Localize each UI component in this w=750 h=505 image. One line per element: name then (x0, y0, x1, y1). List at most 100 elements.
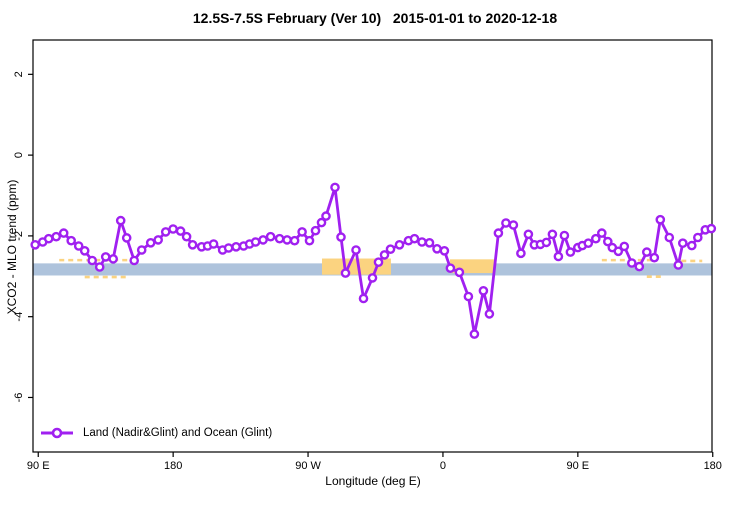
x-tick-label: 180 (164, 460, 182, 472)
data-point-marker (547, 229, 558, 240)
data-point-marker (79, 245, 90, 256)
data-point-marker (373, 257, 384, 268)
legend-series-icon (41, 427, 73, 439)
data-point-marker (394, 239, 405, 250)
data-point-marker (168, 224, 178, 234)
data-point-marker (316, 217, 327, 228)
data-point-marker (223, 243, 234, 253)
data-point-marker (73, 241, 84, 251)
data-point-marker (417, 237, 427, 247)
data-point-marker (424, 237, 435, 248)
data-point-marker (603, 236, 613, 247)
data-point-marker (583, 238, 594, 248)
data-point-marker (231, 241, 241, 252)
data-point-marker (634, 261, 645, 272)
data-point-marker (100, 252, 111, 262)
data-point-marker (208, 239, 219, 249)
data-point-marker (565, 247, 576, 257)
data-point-marker (160, 227, 171, 237)
data-point-marker (181, 231, 192, 242)
data-point-marker (321, 211, 331, 221)
data-point-marker (379, 250, 390, 260)
data-point-marker (516, 248, 526, 259)
data-point-marker (121, 233, 132, 243)
data-point-marker (351, 245, 361, 255)
data-point-marker (282, 235, 292, 245)
data-point-marker (297, 227, 307, 237)
data-point-marker (58, 228, 69, 238)
x-tick-label: 90 E (27, 460, 50, 472)
chart-title: 12.5S-7.5S February (Ver 10) 2015-01-01 … (192, 10, 558, 26)
data-point-marker (136, 245, 147, 255)
data-point-marker (664, 232, 675, 243)
x-tick-label: 180 (704, 460, 722, 472)
x-tick-label: 90 E (567, 460, 590, 472)
data-point-marker (484, 309, 495, 319)
data-point-marker (559, 230, 570, 241)
data-point-marker (409, 233, 420, 244)
data-point-marker (469, 329, 480, 339)
data-point-marker (108, 254, 118, 264)
data-point-marker (523, 229, 534, 240)
data-point-marker (51, 231, 62, 242)
data-point-marker (330, 182, 340, 193)
data-point-marker (627, 258, 637, 268)
legend-label: Land (Nadir&Glint) and Ocean (Glint) (83, 427, 273, 439)
x-tick-label: 90 W (295, 460, 321, 472)
data-point-marker (508, 220, 519, 230)
y-tick-label: 2 (13, 71, 25, 77)
data-point-marker (66, 235, 76, 246)
data-point-marker (187, 239, 198, 250)
data-point-marker (553, 251, 564, 262)
data-point-marker (145, 237, 156, 248)
y-tick-label: 0 (13, 152, 25, 158)
y-tick-label: -2 (13, 231, 25, 241)
data-point-marker (304, 235, 315, 246)
data-point-marker (706, 223, 717, 234)
data-point-marker (591, 233, 601, 244)
data-point-marker (687, 240, 697, 251)
data-point-marker (385, 244, 396, 254)
data-point-marker (541, 237, 552, 248)
data-point-marker (463, 291, 474, 302)
data-point-marker (336, 232, 346, 242)
orange-band-1 (321, 258, 391, 275)
data-point-marker (493, 228, 504, 238)
data-point-marker (175, 226, 186, 236)
data-point-marker (258, 235, 268, 245)
x-tick-label: 0 (440, 460, 446, 472)
data-point-marker (340, 268, 351, 278)
data-point-marker (274, 233, 285, 244)
data-point-marker (115, 215, 126, 226)
data-point-marker (250, 237, 261, 247)
data-point-marker (673, 260, 684, 270)
data-point-marker (432, 243, 442, 254)
data-point-marker (478, 285, 489, 296)
data-point-marker (289, 235, 300, 246)
data-point-marker (265, 231, 276, 242)
data-point-marker (678, 238, 688, 248)
data-point-marker (30, 239, 41, 250)
data-point-marker (501, 218, 511, 228)
x-axis-label: Longitude (deg E) (325, 474, 421, 488)
data-point-marker (358, 293, 369, 304)
data-point-marker (153, 235, 163, 245)
y-tick-label: -6 (13, 393, 25, 403)
y-axis-label: XCO2 - MLO trend (ppm) (5, 179, 19, 315)
data-point-marker (94, 262, 105, 272)
data-point-marker (649, 252, 660, 263)
data-point-marker (439, 245, 450, 256)
data-point-marker (87, 255, 97, 266)
legend: Land (Nadir&Glint) and Ocean (Glint) (40, 426, 272, 440)
data-point-marker (619, 241, 630, 252)
data-point-marker (43, 233, 54, 244)
data-point-marker (454, 267, 465, 278)
data-point-marker (310, 225, 321, 236)
data-point-marker (655, 214, 666, 225)
data-point-marker (445, 263, 456, 274)
data-point-marker (597, 228, 607, 238)
y-tick-label: -4 (13, 312, 25, 322)
data-point-marker (367, 273, 378, 283)
